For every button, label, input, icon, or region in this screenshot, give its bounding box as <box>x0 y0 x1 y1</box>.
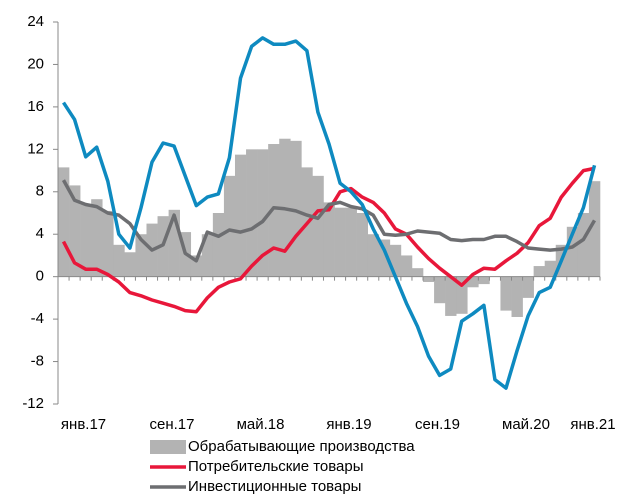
bar <box>246 149 258 277</box>
bar <box>445 276 457 316</box>
bar <box>544 260 557 277</box>
bar <box>411 268 424 277</box>
line-series <box>62 36 597 390</box>
bar <box>69 185 81 277</box>
line-series <box>61 166 595 314</box>
legend-label: Обрабатывающие производства <box>188 438 415 455</box>
legend-label: Инвестиционные товары <box>188 478 361 495</box>
bar <box>323 202 335 277</box>
bar <box>290 140 302 277</box>
bar <box>566 226 579 277</box>
y-tick-label: 16 <box>27 98 44 115</box>
bar <box>367 234 380 277</box>
bar <box>345 207 357 277</box>
y-tick-label: 20 <box>27 55 44 72</box>
y-tick-label: -12 <box>22 395 44 412</box>
x-tick-label: янв.17 <box>61 416 106 433</box>
bar <box>478 276 490 285</box>
bar <box>80 204 92 277</box>
bar <box>113 244 125 277</box>
bar <box>334 207 346 277</box>
bar <box>522 276 534 298</box>
legend-swatch <box>150 440 186 454</box>
x-tick-label: май.20 <box>502 416 550 433</box>
y-tick-label: -8 <box>31 353 44 370</box>
bar <box>588 181 601 277</box>
x-tick-label: янв.19 <box>326 416 371 433</box>
bar <box>389 244 402 277</box>
bar <box>423 276 435 282</box>
bar <box>378 239 391 277</box>
y-tick-label: -4 <box>31 310 44 327</box>
y-tick-label: 12 <box>27 140 44 157</box>
y-tick-label: 24 <box>27 13 44 30</box>
bar <box>312 175 324 277</box>
bar <box>456 276 468 314</box>
legend-label: Потребительские товары <box>188 458 364 475</box>
bar <box>577 213 590 277</box>
bar <box>434 276 446 304</box>
bar <box>533 266 545 277</box>
bar <box>135 234 147 277</box>
bar <box>168 209 180 277</box>
bar <box>268 144 280 277</box>
bar <box>223 175 236 277</box>
bar <box>500 276 512 311</box>
y-tick-label: 4 <box>36 225 44 242</box>
bar <box>91 199 103 277</box>
bar <box>400 255 413 277</box>
bar <box>356 213 369 277</box>
bar <box>234 154 247 277</box>
bar <box>190 255 203 277</box>
x-tick-label: май.18 <box>237 416 285 433</box>
x-tick-label: сен.17 <box>150 416 195 433</box>
bar <box>257 149 269 277</box>
bar <box>201 234 214 277</box>
bar <box>124 252 136 277</box>
line-series <box>61 179 597 263</box>
y-tick-label: 0 <box>36 268 44 285</box>
x-tick-label: сен.19 <box>415 416 460 433</box>
x-tick-label: янв.21 <box>570 416 615 433</box>
y-tick-label: 8 <box>36 183 44 200</box>
bar <box>102 210 114 277</box>
bar <box>58 167 70 277</box>
bar <box>212 213 225 277</box>
bar <box>467 276 479 288</box>
bar <box>511 276 523 317</box>
